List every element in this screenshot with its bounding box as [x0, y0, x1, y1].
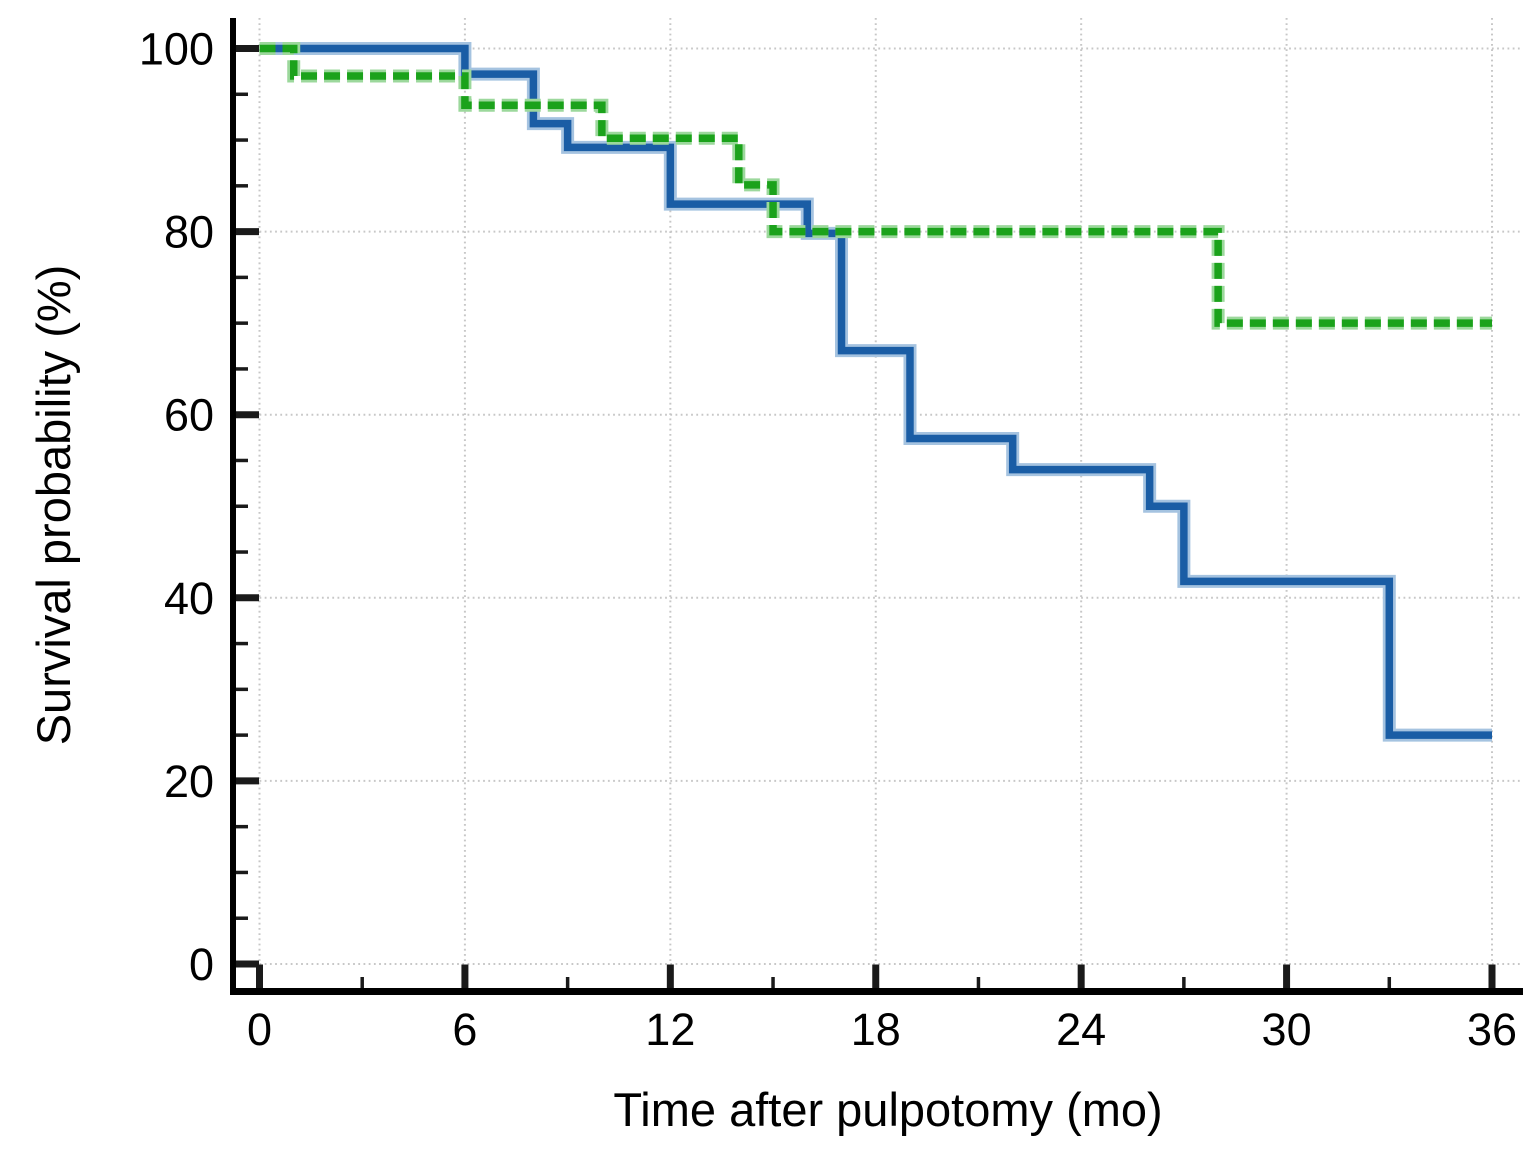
y-tick-label: 80 — [164, 207, 214, 258]
y-tick-label: 60 — [164, 390, 214, 441]
series-layer — [259, 42, 1492, 742]
x-tick-label: 36 — [1467, 1004, 1517, 1055]
y-tick-label: 100 — [139, 24, 214, 75]
y-tick-label: 40 — [164, 573, 214, 624]
x-tick-label: 30 — [1262, 1004, 1312, 1055]
y-axis-title: Survival probability (%) — [27, 265, 80, 746]
y-tick-label: 0 — [189, 939, 214, 990]
y-tick-label: 20 — [164, 756, 214, 807]
x-axis-title: Time after pulpotomy (mo) — [613, 1083, 1162, 1136]
x-tick-label: 12 — [645, 1004, 695, 1055]
gridline-layer — [258, 18, 1523, 965]
x-tick-label: 6 — [452, 1004, 477, 1055]
tick-label-layer: 0 6 12 18 24 30 36 0 20 40 60 80 100 — [139, 24, 1517, 1056]
x-tick-label: 0 — [247, 1004, 272, 1055]
series-line-green-dashed-group — [259, 44, 1492, 327]
axis-layer — [230, 18, 1523, 995]
x-tick-label: 18 — [851, 1004, 901, 1055]
x-tick-label: 24 — [1056, 1004, 1106, 1055]
series-line-blue-solid-group — [259, 44, 1492, 739]
